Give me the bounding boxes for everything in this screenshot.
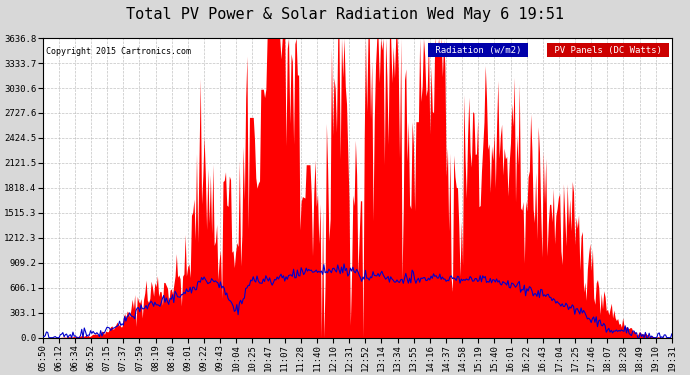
Text: PV Panels (DC Watts): PV Panels (DC Watts) [549,46,667,55]
Text: Radiation (w/m2): Radiation (w/m2) [430,46,526,55]
Text: Copyright 2015 Cartronics.com: Copyright 2015 Cartronics.com [46,47,191,56]
Text: Total PV Power & Solar Radiation Wed May 6 19:51: Total PV Power & Solar Radiation Wed May… [126,8,564,22]
